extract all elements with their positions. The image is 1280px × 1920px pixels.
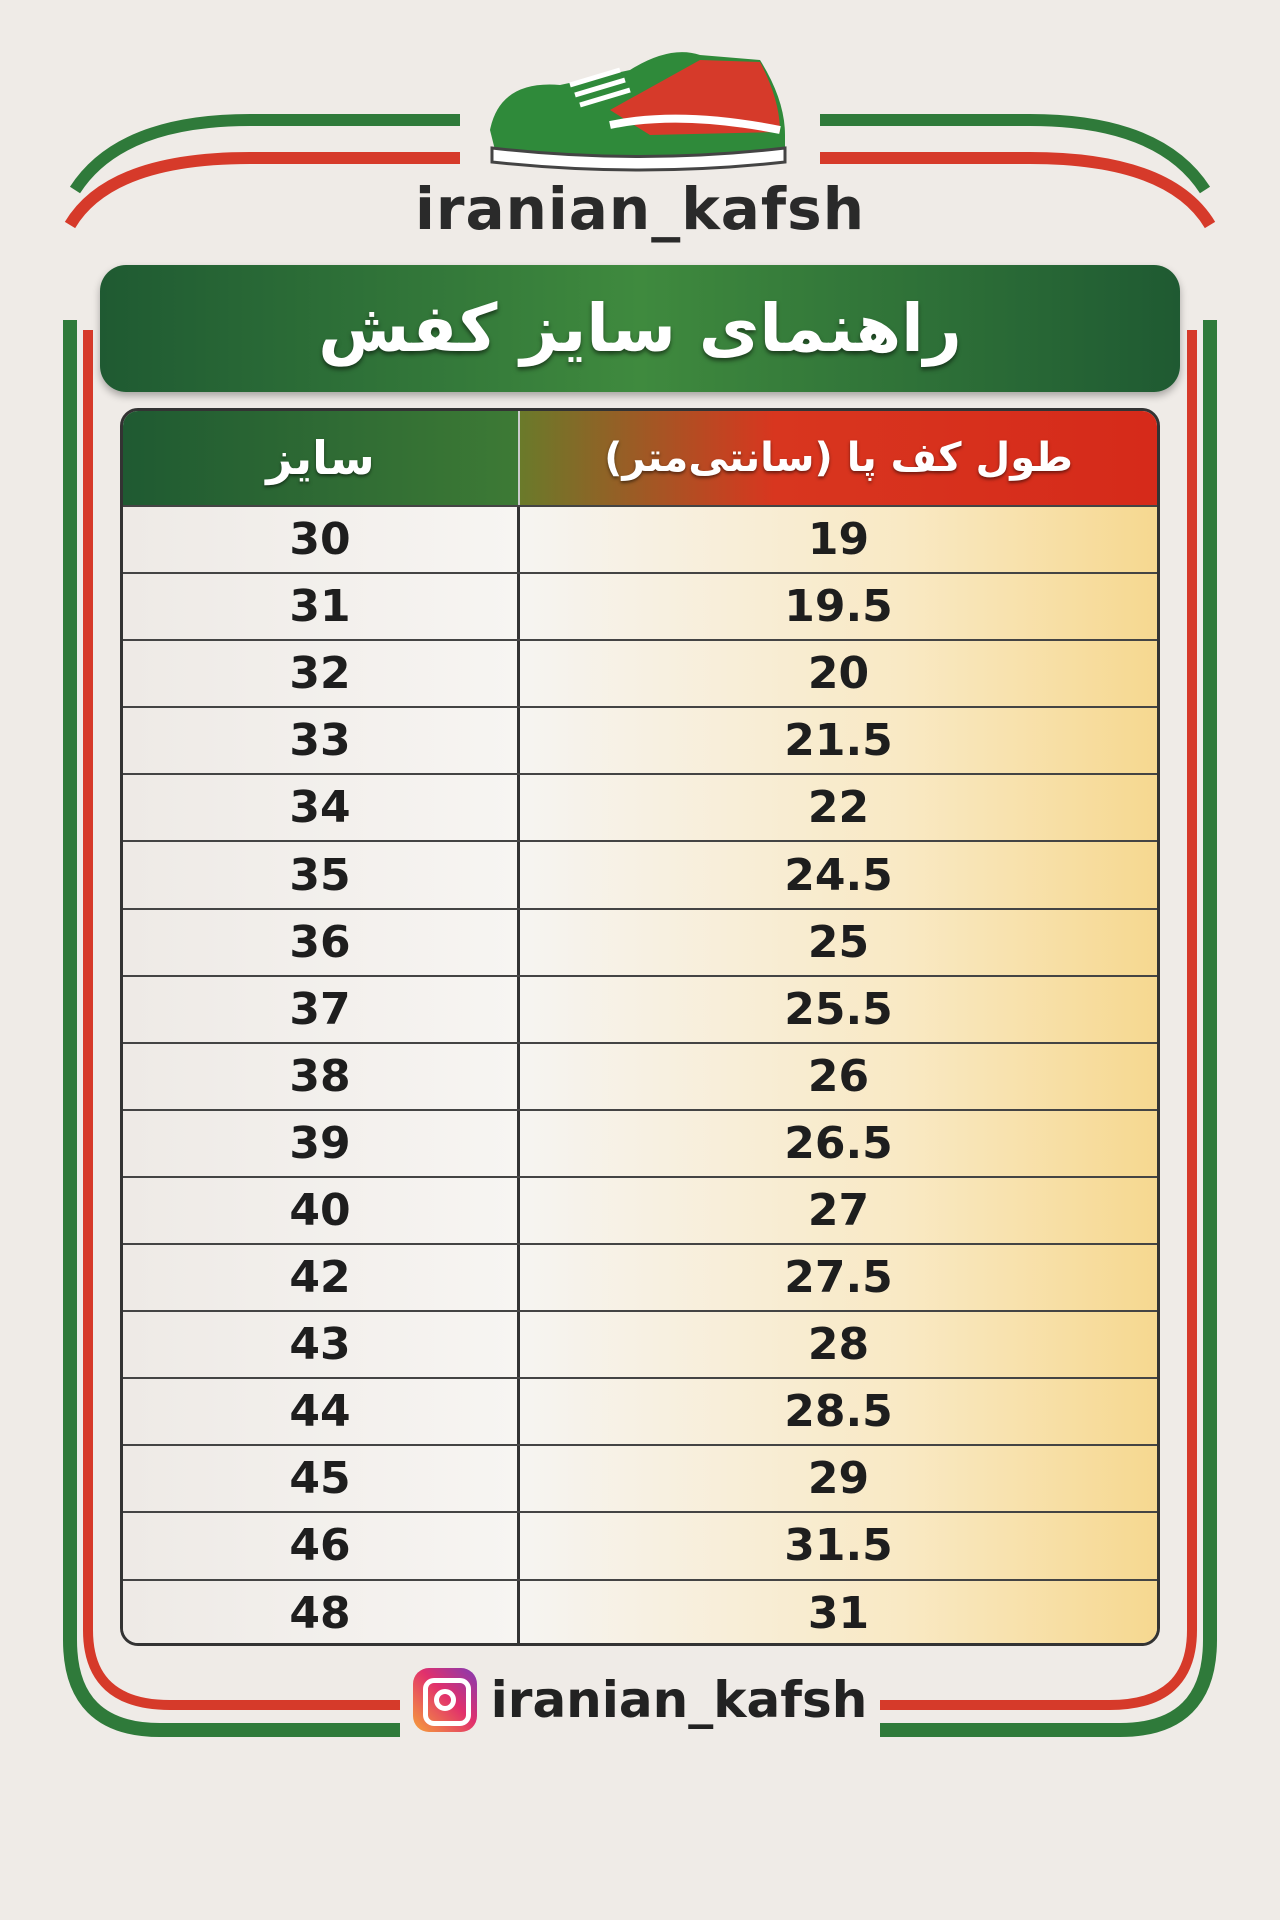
table-row: 46 31.5 — [123, 1511, 1157, 1579]
size-cell: 46 — [123, 1513, 520, 1579]
size-cell: 34 — [123, 775, 520, 841]
size-cell: 35 — [123, 842, 520, 908]
length-cell: 22 — [520, 775, 1157, 841]
length-cell: 27.5 — [520, 1245, 1157, 1311]
size-cell: 45 — [123, 1446, 520, 1512]
length-cell: 29 — [520, 1446, 1157, 1512]
footer: iranian_kafsh — [0, 1668, 1280, 1732]
size-cell: 38 — [123, 1043, 520, 1109]
shoe-icon — [490, 52, 787, 172]
size-cell: 33 — [123, 708, 520, 774]
size-cell: 43 — [123, 1312, 520, 1378]
table-row: 32 20 — [123, 639, 1157, 707]
table-row: 30 19 — [123, 505, 1157, 573]
size-cell: 44 — [123, 1379, 520, 1445]
size-cell: 37 — [123, 976, 520, 1042]
table-row: 40 27 — [123, 1175, 1157, 1244]
size-cell: 36 — [123, 909, 520, 975]
size-cell: 32 — [123, 641, 520, 707]
table-header: سایز طول کف پا (سانتی‌متر) — [123, 411, 1157, 505]
size-cell: 31 — [123, 574, 520, 640]
length-cell: 26.5 — [520, 1110, 1157, 1176]
length-cell: 31.5 — [520, 1513, 1157, 1579]
length-cell: 28.5 — [520, 1379, 1157, 1445]
length-cell: 20 — [520, 641, 1157, 707]
length-cell: 19.5 — [520, 574, 1157, 640]
size-cell: 30 — [123, 507, 520, 573]
page-title: راهنمای سایز کفش — [100, 265, 1180, 392]
length-cell: 25 — [520, 909, 1157, 975]
table-row: 39 26.5 — [123, 1108, 1157, 1176]
instagram-handle[interactable]: iranian_kafsh — [490, 1671, 868, 1729]
table-row: 36 25 — [123, 907, 1157, 975]
size-cell: 40 — [123, 1177, 520, 1244]
length-cell: 28 — [520, 1312, 1157, 1378]
instagram-icon — [412, 1668, 477, 1732]
table-row: 35 24.5 — [123, 840, 1157, 908]
brand-name: iranian_kafsh — [415, 175, 865, 243]
size-cell: 42 — [123, 1245, 520, 1311]
table-row: 43 28 — [123, 1310, 1157, 1378]
length-cell: 27 — [520, 1177, 1157, 1244]
length-cell: 21.5 — [520, 708, 1157, 774]
length-cell: 26 — [520, 1043, 1157, 1109]
table-row: 45 29 — [123, 1444, 1157, 1512]
table-row: 42 27.5 — [123, 1243, 1157, 1311]
table-row: 33 21.5 — [123, 706, 1157, 774]
table-row: 48 31 — [123, 1578, 1157, 1643]
length-cell: 31 — [520, 1580, 1157, 1643]
size-table: سایز طول کف پا (سانتی‌متر) 30 19 31 19.5 32 2… — [120, 408, 1160, 1646]
table-row: 38 26 — [123, 1041, 1157, 1109]
length-cell: 24.5 — [520, 842, 1157, 908]
size-cell: 48 — [123, 1580, 520, 1643]
table-row: 34 22 — [123, 773, 1157, 841]
length-cell: 19 — [520, 507, 1157, 573]
table-row: 44 28.5 — [123, 1377, 1157, 1445]
length-cell: 25.5 — [520, 976, 1157, 1042]
header-size: سایز — [123, 411, 520, 505]
table-row: 31 19.5 — [123, 572, 1157, 640]
size-cell: 39 — [123, 1110, 520, 1176]
table-row: 37 25.5 — [123, 974, 1157, 1042]
header-foot-length: طول کف پا (سانتی‌متر) — [520, 411, 1157, 505]
